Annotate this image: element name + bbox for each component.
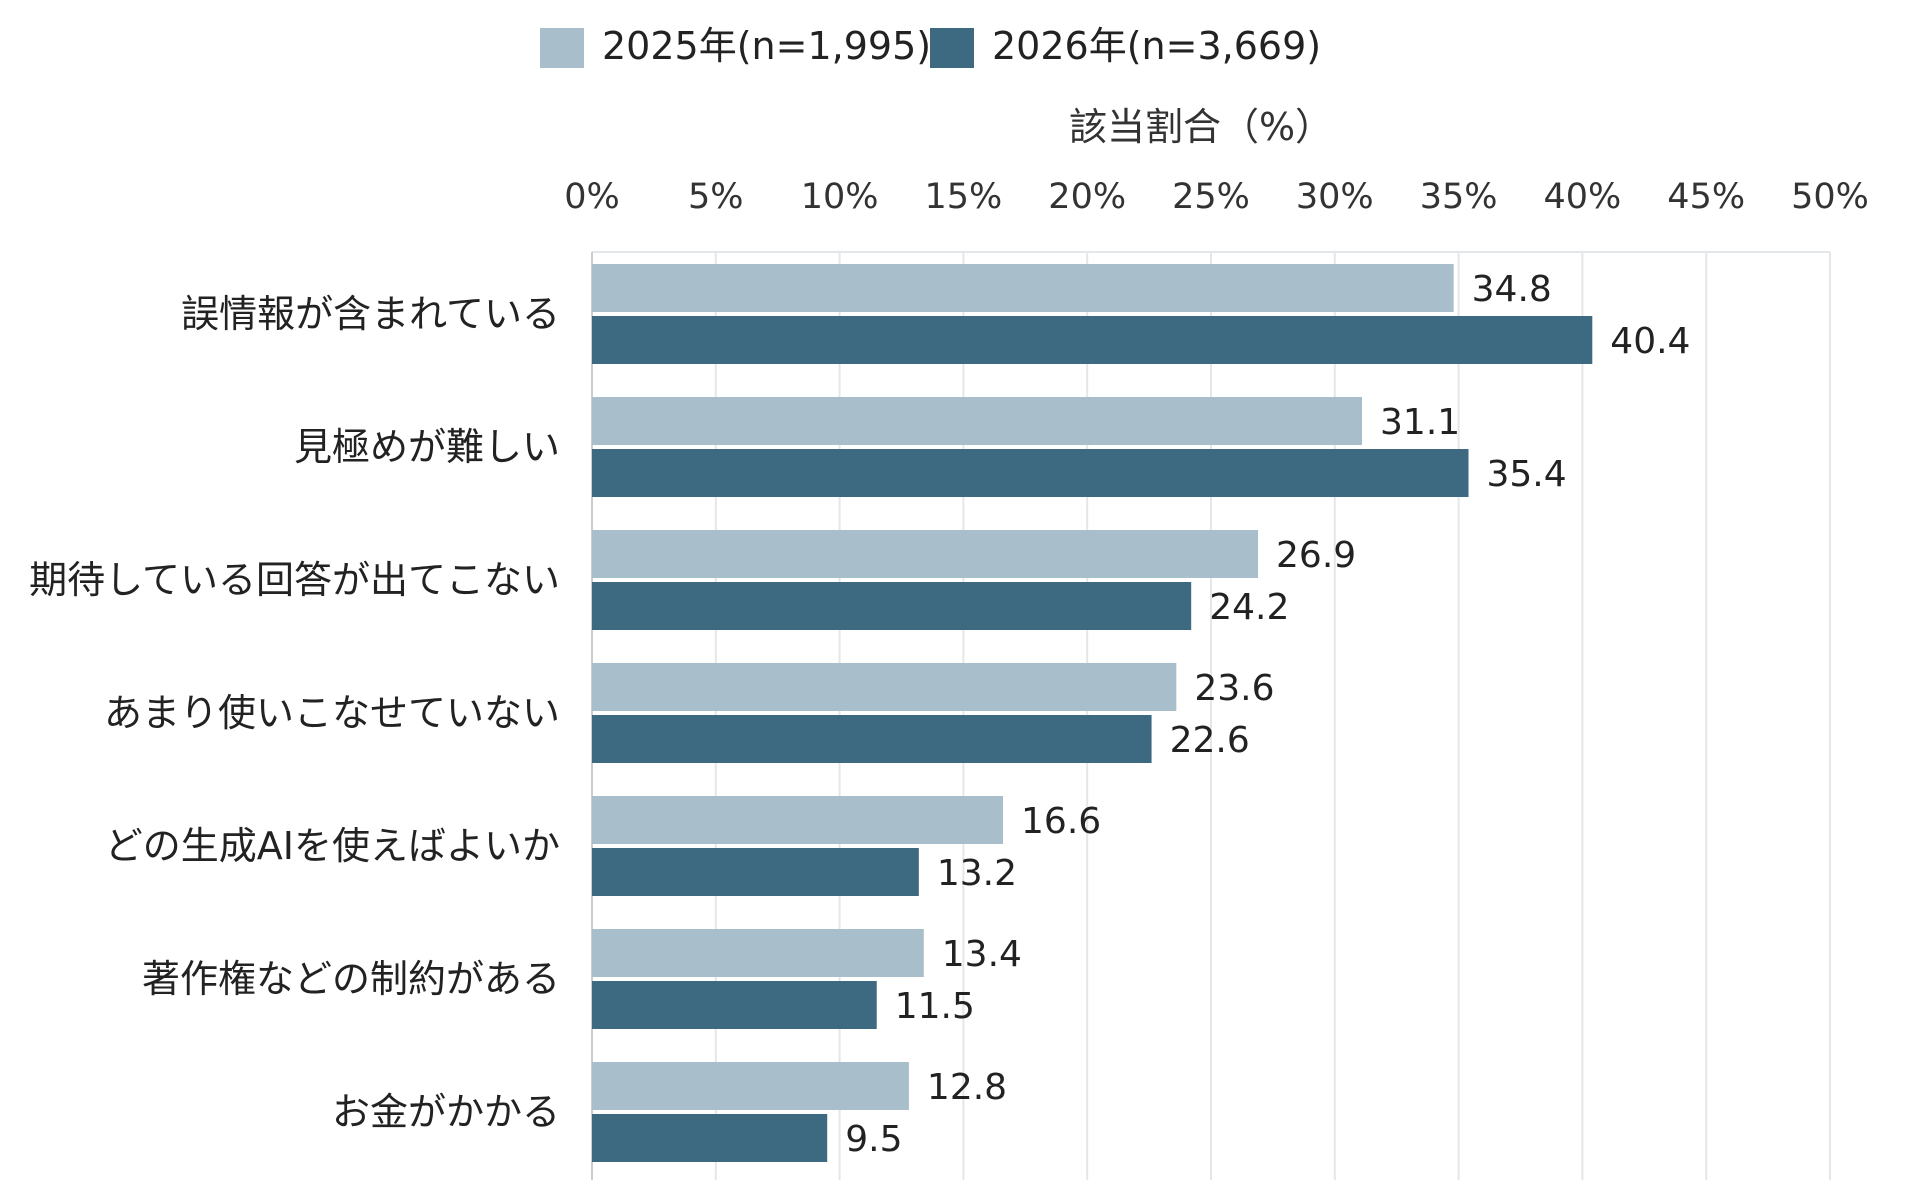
x-tick-label: 45% — [1667, 177, 1745, 217]
x-tick-label: 20% — [1048, 177, 1126, 217]
data-label: 24.2 — [1209, 587, 1289, 628]
data-label: 9.5 — [845, 1119, 902, 1160]
data-labels: 34.8 40.4 31.1 35.4 26.9 24.2 23.6 22.6 16.613.2… — [845, 269, 1690, 1160]
x-tick-label: 25% — [1172, 177, 1250, 217]
legend-label-2025: 2025年(n=1,995) — [602, 24, 931, 68]
category-label: 見極めが難しい — [294, 425, 560, 469]
data-label: 16.6 — [1021, 801, 1101, 842]
x-axis-title: 該当割合（%） — [1069, 105, 1333, 149]
legend-swatch-2025 — [540, 28, 584, 68]
category-labels: 誤情報が含まれている見極めが難しい期待している回答が出てこないあまり使いこなせて… — [29, 292, 560, 1134]
x-tick-label: 5% — [688, 177, 744, 217]
data-label: 22.6 — [1170, 720, 1250, 761]
bar-2025 — [592, 530, 1259, 578]
x-tick-label: 0% — [564, 177, 620, 217]
bar-2025 — [592, 1062, 909, 1110]
data-label: 31.1 — [1380, 402, 1460, 443]
x-tick-label: 40% — [1544, 177, 1622, 217]
bar-2026 — [592, 582, 1192, 630]
legend-swatch-2026 — [930, 28, 974, 68]
category-label: どの生成AIを使えばよいか — [105, 824, 560, 868]
category-label: お金がかかる — [332, 1090, 560, 1134]
x-tick-label: 10% — [801, 177, 879, 217]
bar-2026 — [592, 848, 919, 896]
data-label: 40.4 — [1610, 321, 1690, 362]
category-label: 著作権などの制約がある — [142, 957, 560, 1001]
bar-2025 — [592, 264, 1454, 312]
data-label: 13.2 — [937, 853, 1017, 894]
bar-2026 — [592, 316, 1593, 364]
data-label: 13.4 — [942, 934, 1022, 975]
x-tick-label: 30% — [1296, 177, 1374, 217]
data-label: 26.9 — [1276, 535, 1356, 576]
x-tick-labels: 0% 5% 10% 15% 20% 25% 30% 35% 40% 45% 50% — [564, 177, 1869, 217]
x-tick-label: 50% — [1791, 177, 1869, 217]
legend: 2025年(n=1,995) 2026年(n=3,669) — [540, 24, 1321, 68]
data-label: 11.5 — [895, 986, 975, 1027]
bar-2026 — [592, 715, 1152, 763]
bar-2025 — [592, 796, 1004, 844]
x-tick-label: 35% — [1420, 177, 1498, 217]
bar-2026 — [592, 1114, 828, 1162]
bar-2025 — [592, 929, 924, 977]
data-label: 34.8 — [1472, 269, 1552, 310]
data-label: 12.8 — [927, 1067, 1007, 1108]
bar-2025 — [592, 397, 1363, 445]
bar-2026 — [592, 981, 877, 1029]
category-label: 期待している回答が出てこない — [29, 558, 560, 602]
data-label: 23.6 — [1194, 668, 1274, 709]
legend-label-2026: 2026年(n=3,669) — [992, 24, 1321, 68]
bar-2025 — [592, 663, 1177, 711]
bars — [592, 264, 1593, 1162]
data-label: 35.4 — [1487, 454, 1567, 495]
category-label: 誤情報が含まれている — [181, 292, 560, 336]
x-tick-label: 15% — [925, 177, 1003, 217]
bar-2026 — [592, 449, 1469, 497]
category-label: あまり使いこなせていない — [104, 691, 560, 735]
